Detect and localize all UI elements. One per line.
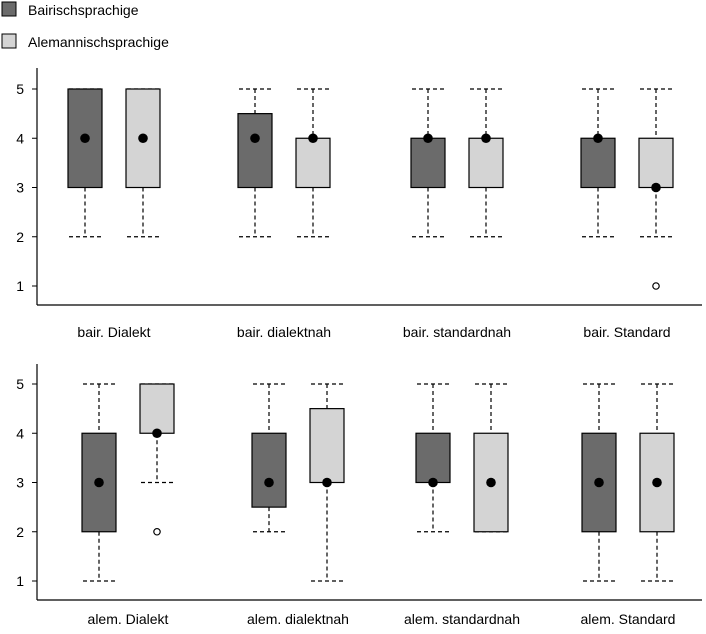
legend-label-alemannisch: Alemannischsprachige (28, 34, 169, 50)
median-point (593, 133, 603, 144)
median-point (322, 477, 332, 488)
iqr-box (139, 383, 175, 434)
outlier-point (153, 527, 161, 536)
median-point (138, 133, 148, 144)
box-bairisch (581, 383, 617, 582)
box-bairisch (67, 88, 103, 238)
y-tick-label: 4 (16, 425, 24, 441)
median-point (250, 133, 260, 144)
legend-label-bairisch: Bairischsprachige (28, 2, 139, 18)
iqr-box (638, 137, 674, 189)
box-bairisch (415, 383, 451, 533)
x-category-label: bair. Standard (583, 324, 670, 340)
y-tick-label: 3 (16, 180, 24, 196)
x-category-label: bair. standardnah (403, 324, 511, 340)
median-point (80, 133, 90, 144)
y-tick-label: 3 (16, 475, 24, 491)
box-bairisch (81, 383, 117, 582)
y-tick-label: 2 (16, 229, 24, 245)
box-alemannisch (295, 88, 331, 238)
box-bairisch (251, 383, 287, 533)
median-point (486, 477, 496, 488)
iqr-box (295, 137, 331, 189)
box-alemannisch (638, 88, 674, 290)
y-tick-label: 5 (16, 81, 24, 97)
x-category-label: alem. dialektnah (247, 611, 349, 627)
median-point (594, 477, 604, 488)
boxplot-panel-bairisch-varieties: 1 2 3 4 5 bair. Dialekt bair. dialektnah bair. … (16, 68, 702, 340)
iqr-box (415, 432, 451, 484)
box-bairisch (580, 88, 616, 238)
y-tick-label: 4 (16, 130, 24, 146)
legend-swatch-bairisch (1, 1, 17, 17)
box-alemannisch (139, 383, 175, 536)
x-category-label: bair. dialektnah (237, 324, 331, 340)
boxplot-panel-alemannisch-varieties: 1 2 3 4 5 alem. Dialekt alem. dialektnah alem. … (16, 364, 702, 627)
box-alemannisch (309, 383, 345, 582)
box-bairisch (237, 88, 273, 238)
box-alemannisch (473, 383, 509, 533)
median-point (652, 477, 662, 488)
median-point (423, 133, 433, 144)
median-point (651, 182, 661, 193)
y-tick-label: 2 (16, 524, 24, 540)
x-category-label: alem. Dialekt (88, 611, 169, 627)
iqr-box (410, 137, 446, 189)
median-point (152, 428, 162, 439)
box-alemannisch (468, 88, 504, 238)
box-bairisch (410, 88, 446, 238)
median-point (481, 133, 491, 144)
y-tick-label: 1 (16, 573, 24, 589)
outlier-point (652, 282, 660, 290)
box-alemannisch (125, 88, 161, 238)
iqr-box (251, 432, 287, 508)
y-tick-label: 1 (16, 278, 24, 294)
x-category-label: bair. Dialekt (77, 324, 150, 340)
legend: Bairischsprachige Alemannischsprachige (1, 1, 169, 50)
iqr-box (237, 113, 273, 189)
iqr-box (309, 408, 345, 484)
median-point (94, 477, 104, 488)
median-point (428, 477, 438, 488)
x-category-label: alem. Standard (581, 611, 676, 627)
iqr-box (468, 137, 504, 189)
box-alemannisch (639, 383, 675, 582)
median-point (264, 477, 274, 488)
y-tick-label: 5 (16, 376, 24, 392)
legend-swatch-alemannisch (1, 33, 17, 49)
iqr-box (580, 137, 616, 189)
x-category-label: alem. standardnah (404, 611, 520, 627)
median-point (308, 133, 318, 144)
